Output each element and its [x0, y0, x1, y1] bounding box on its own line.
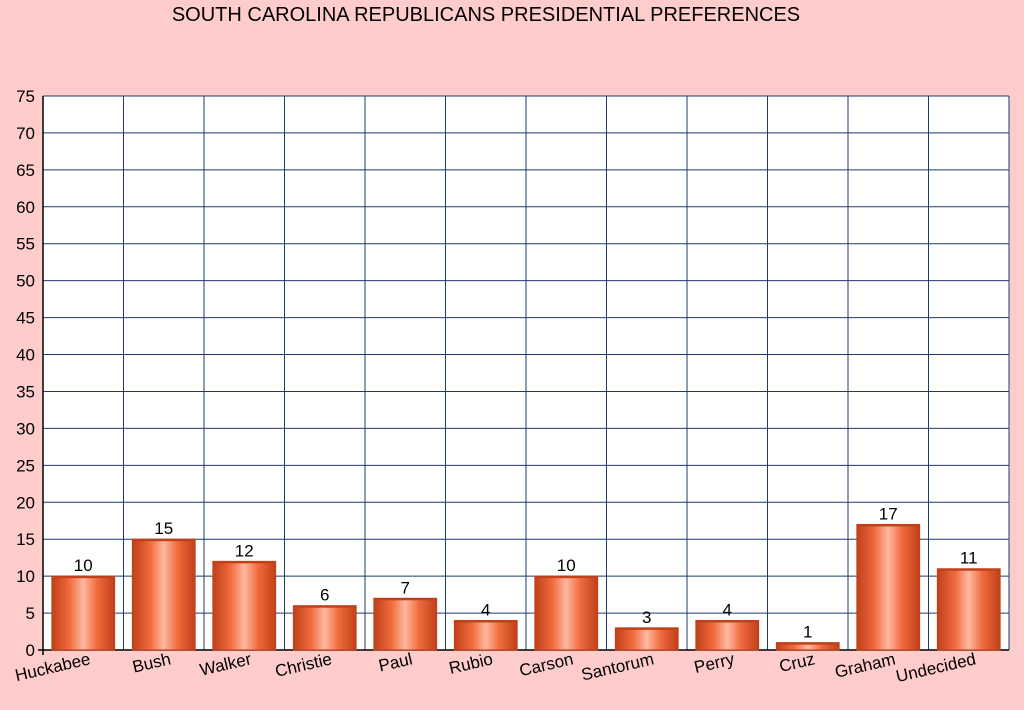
x-tick-label: Bush — [131, 649, 173, 676]
bar-top — [937, 568, 1001, 571]
y-tick-label: 70 — [16, 124, 35, 143]
x-tick-label: Cruz — [777, 649, 816, 676]
bar-top — [776, 642, 840, 645]
bar — [936, 568, 1001, 651]
y-tick-label: 10 — [16, 567, 35, 586]
x-tick-label: Perry — [692, 649, 736, 677]
data-label: 4 — [723, 600, 732, 619]
x-tick-label: Paul — [377, 649, 414, 675]
y-tick-label: 65 — [16, 161, 35, 180]
bar — [212, 560, 277, 651]
data-label: 11 — [960, 549, 978, 568]
data-label: 3 — [642, 608, 651, 627]
bar — [453, 619, 518, 651]
y-tick-label: 40 — [16, 346, 35, 365]
x-tick-label: Christie — [273, 649, 333, 680]
y-tick-label: 55 — [16, 235, 35, 254]
bar-top — [856, 524, 920, 527]
data-label: 1 — [803, 623, 812, 642]
bar — [695, 619, 760, 651]
bar — [534, 575, 599, 651]
data-label: 7 — [401, 578, 410, 597]
y-tick-label: 75 — [16, 87, 35, 106]
x-tick-label: Carson — [517, 649, 575, 680]
y-tick-label: 5 — [26, 604, 35, 623]
bar-top — [212, 561, 276, 564]
x-tick-label: Undecided — [894, 649, 977, 686]
bar — [51, 575, 116, 651]
x-tick-label: Walker — [198, 649, 254, 679]
bar-top — [534, 576, 598, 579]
data-label: 17 — [879, 504, 898, 523]
y-tick-label: 20 — [16, 493, 35, 512]
y-tick-label: 25 — [16, 456, 35, 475]
data-label: 12 — [235, 541, 254, 560]
bar-top — [454, 620, 518, 623]
y-tick-label: 60 — [16, 198, 35, 217]
data-label: 6 — [320, 586, 329, 605]
data-label: 4 — [481, 600, 490, 619]
y-tick-label: 45 — [16, 309, 35, 328]
y-tick-label: 0 — [26, 641, 35, 660]
bar-top — [373, 598, 437, 601]
x-tick-label: Graham — [833, 649, 897, 681]
y-tick-label: 50 — [16, 272, 35, 291]
y-tick-label: 15 — [16, 530, 35, 549]
bar-top — [293, 605, 357, 608]
bar-top — [695, 620, 759, 623]
chart-title: SOUTH CAROLINA REPUBLICANS PRESIDENTIAL … — [171, 4, 801, 26]
bar-top — [51, 576, 115, 579]
y-tick-label: 30 — [16, 419, 35, 438]
y-tick-label: 35 — [16, 382, 35, 401]
bar-top — [132, 539, 196, 542]
bar — [131, 538, 196, 651]
bar — [856, 523, 921, 651]
bar-top — [615, 627, 679, 630]
data-label: 10 — [74, 556, 93, 575]
data-label: 10 — [557, 556, 576, 575]
data-label: 15 — [154, 519, 173, 538]
bar — [373, 597, 438, 651]
x-tick-label: Rubio — [447, 649, 495, 678]
x-tick-label: Santorum — [580, 649, 656, 684]
bar — [614, 627, 679, 651]
bar — [292, 605, 357, 651]
